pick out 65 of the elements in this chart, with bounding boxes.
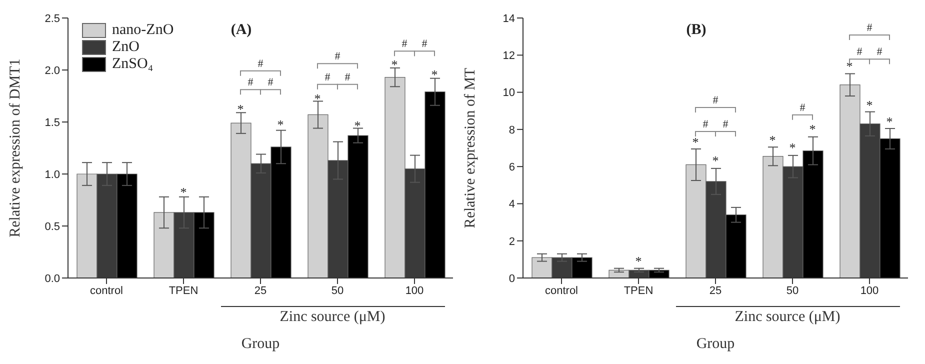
annotation: #	[856, 46, 863, 58]
annotation: *	[712, 153, 719, 168]
annotation: #	[702, 118, 709, 130]
y-tick-label: 14	[502, 12, 515, 25]
annotation: *	[354, 118, 361, 134]
annotation: #	[876, 46, 883, 58]
annotation: *	[237, 102, 244, 117]
y-tick-label: 0.5	[44, 220, 60, 233]
annotation: *	[789, 140, 796, 155]
x-axis-title: Group	[241, 336, 280, 352]
x-axis-title: Group	[696, 336, 735, 352]
y-tick-label: 6	[508, 161, 515, 174]
annotation: *	[277, 117, 284, 132]
y-tick-label: 2.5	[44, 12, 60, 25]
annotation: *	[769, 132, 776, 148]
annotation: #	[800, 102, 806, 114]
annotation: #	[402, 38, 408, 50]
annotation: #	[248, 76, 254, 89]
x-tick-label: 100	[405, 284, 424, 297]
y-tick-label: 4	[508, 198, 515, 211]
annotation: *	[809, 122, 816, 137]
x-tick-label: control	[544, 284, 578, 297]
annotation: *	[314, 91, 321, 106]
y-tick-label: 0	[508, 272, 515, 285]
annotation: #	[866, 22, 873, 34]
annotation: #	[712, 94, 719, 107]
text: Zinc source (μM)	[734, 309, 842, 326]
x-tick-label: TPEN	[168, 284, 198, 297]
annotation: #	[334, 50, 341, 63]
annotation: *	[886, 114, 893, 129]
annotation: *	[180, 184, 187, 200]
text: Zinc source (μM)	[278, 309, 386, 326]
annotation: #	[268, 76, 274, 89]
y-tick-label: 0.0	[44, 272, 60, 285]
x-tick-label: 50	[786, 284, 799, 297]
y-tick-label: 1.0	[44, 168, 60, 181]
annotation: *	[431, 67, 438, 82]
legend-label: ZnO	[112, 39, 140, 56]
chart-title: (A)	[230, 22, 252, 38]
annotation: *	[692, 134, 699, 150]
y-tick-label: 8	[508, 124, 515, 136]
x-tick-label: 50	[331, 284, 344, 297]
annotation: #	[258, 58, 264, 70]
annotation: #	[324, 71, 331, 84]
x-tick-label: 25	[254, 284, 267, 297]
chart-title: (B)	[686, 22, 706, 38]
y-tick-label: 10	[502, 87, 515, 100]
annotation: #	[422, 38, 428, 50]
y-axis-title: Relative expression of MT	[462, 68, 478, 228]
y-axis-title: Relative expression of DMT1	[7, 58, 24, 238]
annotation: *	[635, 253, 642, 268]
annotation: *	[391, 56, 398, 72]
y-tick-label: 12	[502, 50, 515, 62]
x-tick-label: control	[90, 284, 124, 297]
y-tick-label: 1.5	[44, 116, 60, 129]
x-tick-label: 25	[709, 284, 722, 297]
annotation: #	[722, 118, 729, 130]
annotation: #	[344, 71, 351, 84]
annotation: *	[866, 97, 873, 112]
x-tick-label: 100	[860, 284, 879, 297]
y-tick-label: 2.0	[44, 64, 60, 77]
y-tick-label: 2	[508, 236, 515, 248]
legend-label: nano-ZnO	[112, 22, 174, 39]
x-tick-label: TPEN	[624, 284, 654, 297]
legend-label: ZnSO₄	[112, 56, 154, 73]
